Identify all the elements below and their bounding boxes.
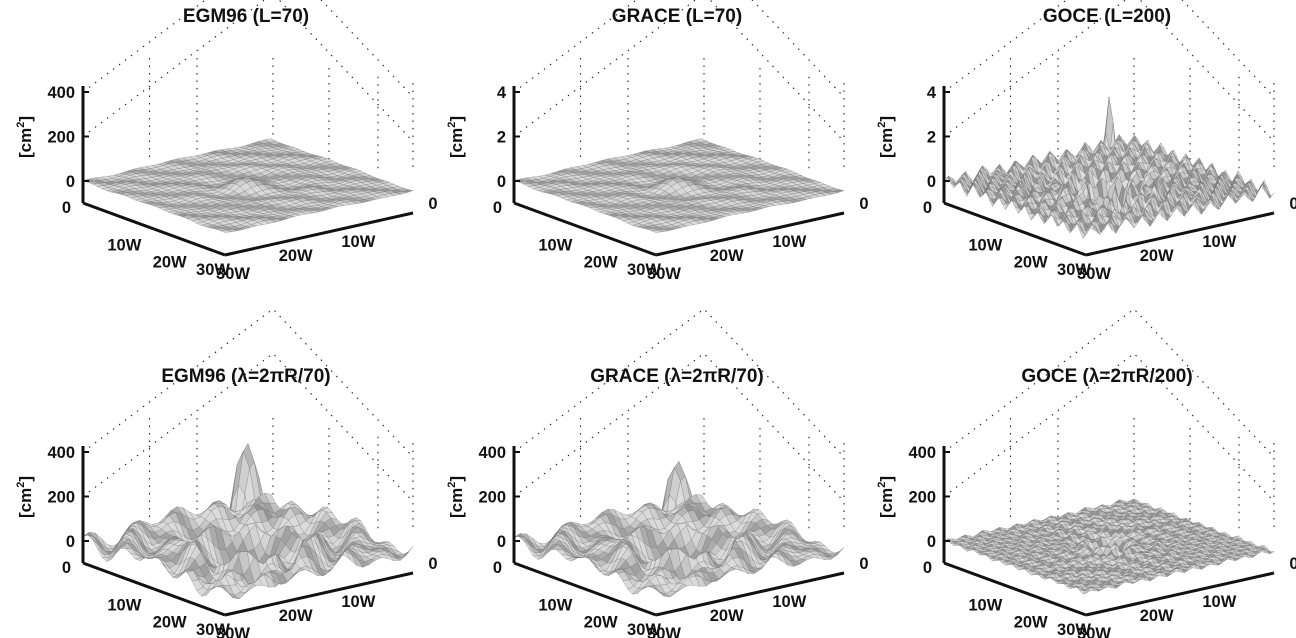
surface-mesh [82,138,414,233]
z-tick-label: 0 [66,533,75,551]
z-axis-label: [cm2] [876,116,896,158]
y-tick-label: 20W [279,607,313,625]
y-tick-label: 10W [341,233,375,251]
y-tick-label: 20W [710,247,744,265]
surface-mesh [513,138,845,233]
z-axis-label: [cm2] [15,476,35,518]
z-tick-label: 0 [497,173,506,191]
y-tick-label: 0 [428,195,437,213]
z-tick-label: 0 [927,173,936,191]
y-tick-label: 0 [1289,195,1296,213]
x-tick-label: 10W [538,236,572,254]
y-axis [224,211,414,257]
y-tick-label: 0 [428,555,437,573]
y-tick-label: 0 [859,195,868,213]
y-tick-label: 30W [1077,265,1111,283]
x-tick-label: 0 [923,199,932,217]
z-tick-label: 0 [66,173,75,191]
z-tick-label: 400 [47,84,75,102]
y-tick-label: 20W [279,247,313,265]
surface-mesh [82,443,414,599]
panel-title: GOCE (L=200) [1043,6,1171,27]
panel-title: GRACE (L=70) [612,6,742,27]
x-tick-label: 10W [107,596,141,614]
y-tick-label: 30W [216,265,250,283]
panel-title: GRACE (λ=2πR/70) [590,366,763,387]
z-tick-label: 4 [497,84,507,102]
y-tick-label: 30W [216,625,250,638]
surface-mesh [943,96,1275,239]
x-tick-label: 0 [62,199,71,217]
z-axis-label: [cm2] [15,116,35,158]
z-tick-label: 200 [47,129,75,147]
z-tick-label: 2 [497,129,506,147]
x-tick-label: 20W [153,254,187,272]
z-axis-label: [cm2] [446,116,466,158]
y-tick-label: 30W [647,265,681,283]
x-tick-label: 20W [1014,254,1048,272]
x-tick-label: 10W [968,236,1002,254]
y-tick-label: 20W [1140,247,1174,265]
z-tick-label: 4 [927,84,937,102]
x-tick-label: 0 [62,559,71,577]
z-tick-label: 2 [927,129,936,147]
grid-walls [513,0,845,171]
x-tick-label: 20W [584,254,618,272]
panel-title: EGM96 (λ=2πR/70) [161,366,330,387]
y-tick-label: 10W [1202,233,1236,251]
panel-title: EGM96 (L=70) [183,6,309,27]
x-axis [82,201,226,257]
y-tick-label: 10W [772,233,806,251]
x-tick-label: 0 [493,199,502,217]
x-tick-label: 20W [153,614,187,632]
x-tick-label: 10W [107,236,141,254]
y-tick-label: 10W [341,593,375,611]
surface-patch [264,138,277,143]
x-tick-label: 30W [196,261,230,279]
z-tick-label: 400 [47,444,75,462]
z-tick-label: 200 [47,489,75,507]
grid-walls [82,0,414,171]
surface-mesh [513,461,845,597]
axes [81,86,414,257]
